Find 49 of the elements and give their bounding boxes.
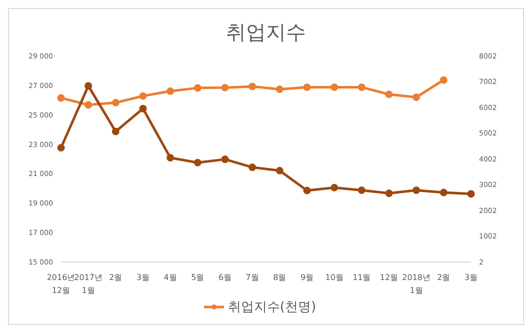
point [385,90,393,98]
point [112,98,120,106]
point [248,82,256,90]
x-tick-label: 2018년 1월 [402,273,431,295]
point [57,94,65,102]
point [440,188,448,196]
point [358,83,366,91]
x-tick-label: 6월 [218,273,232,282]
point [166,154,174,162]
point [330,184,338,192]
legend-label: 취업지수(천명) [228,299,316,316]
point [57,144,65,152]
point [221,156,229,164]
x-tick-label: 8월 [273,273,286,282]
point [276,86,284,94]
point [276,166,284,174]
x-tick-label: 9월 [300,273,314,282]
point [166,87,174,95]
point [440,76,448,84]
x-tick-label: 2016년 12월 [46,273,76,295]
x-tick-label: 11월 [352,273,371,282]
point [139,92,147,100]
x-tick-label: 2월 [109,273,122,282]
point [84,101,92,109]
point [248,164,256,172]
x-tick-label: 2017년 1월 [74,273,103,295]
point [194,158,202,166]
point [358,186,366,194]
x-tick-label: 10월 [325,273,344,282]
x-tick-label: 3월 [464,273,478,282]
x-tick-label: 12월 [380,273,398,282]
chart-title: 취업지수 [225,19,307,46]
point [139,104,147,112]
point [84,82,92,90]
point [303,186,311,194]
point [112,128,120,136]
point [330,83,338,91]
x-tick-label: 3월 [136,273,150,282]
point [385,190,393,198]
point [194,84,202,92]
x-tick-label: 7월 [246,273,259,282]
x-tick-label: 5월 [191,273,204,282]
point [467,190,475,198]
point [412,186,420,194]
point [303,83,311,91]
point [221,84,229,92]
x-tick-label: 2월 [437,273,450,282]
point [412,93,420,101]
x-tick-label: 4월 [164,273,177,282]
